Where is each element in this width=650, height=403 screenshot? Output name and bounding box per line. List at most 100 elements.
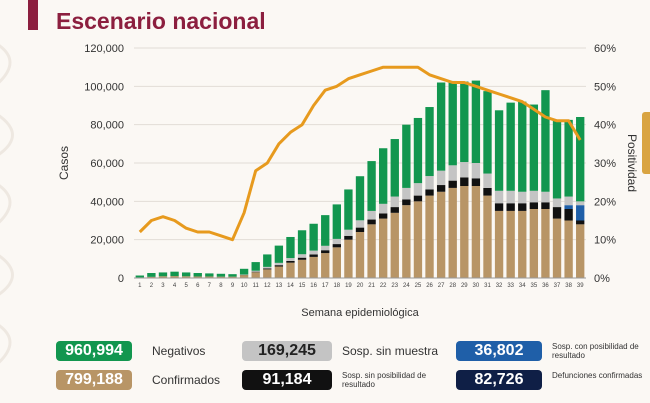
bar-segment-confirmados — [425, 195, 434, 278]
bar-segment-sin_muestra — [518, 191, 527, 204]
edge-accent-bar — [642, 112, 650, 174]
bar-segment-confirmados — [413, 201, 423, 278]
bar-segment-negativos — [216, 273, 226, 277]
legend-label-1: Sosp. sin muestra — [342, 344, 439, 358]
bar-segment-sin_muestra — [286, 258, 295, 261]
bar-segment-confirmados — [460, 186, 469, 278]
bar-segment-sin_muestra — [494, 190, 504, 204]
y2-tick-label: 50% — [594, 81, 616, 93]
bar-segment-confirmados — [251, 272, 260, 278]
x-tick-label: 1 — [138, 283, 142, 289]
x-tick-label: 24 — [403, 283, 410, 289]
bar-segment-negativos — [193, 273, 202, 277]
bar-segment-sin_posibilidad — [460, 177, 469, 186]
bar-segment-negativos — [541, 90, 550, 192]
x-tick-label: 12 — [264, 283, 271, 289]
x-tick-label: 31 — [484, 283, 491, 289]
x-tick-label: 22 — [380, 283, 387, 289]
x-tick-label: 6 — [196, 283, 200, 289]
bar-segment-sin_posibilidad — [251, 271, 260, 273]
bar-segment-sin_muestra — [541, 191, 550, 203]
bar-segment-negativos — [471, 80, 481, 163]
bar-segment-sin_muestra — [390, 196, 399, 208]
bar-segment-confirmados — [309, 256, 318, 278]
x-tick-label: 5 — [184, 283, 188, 289]
bar-segment-sin_posibilidad — [390, 207, 399, 213]
bar-segment-sin_muestra — [460, 162, 469, 178]
legend-label-3: Confirmados — [152, 373, 221, 387]
bar-segment-sin_posibilidad — [425, 189, 434, 196]
bar-segment-sin_muestra — [506, 190, 515, 204]
bar-segment-confirmados — [216, 276, 226, 278]
bar-segment-confirmados — [332, 247, 341, 278]
bar-segment-negativos — [135, 275, 144, 278]
bar-segment-confirmados — [529, 209, 539, 278]
x-tick-label: 25 — [415, 283, 422, 289]
legend-label-4: Sosp. sin posibilidad de resultado — [342, 371, 427, 389]
bar-segment-negativos — [309, 223, 318, 251]
decorative-pattern — [0, 44, 14, 364]
bar-segment-confirmados — [263, 269, 272, 278]
bar-segment-sin_posibilidad — [518, 203, 527, 211]
bar-segment-sin_muestra — [448, 165, 457, 181]
y-tick-label: 40,000 — [90, 196, 124, 208]
bar-segment-confirmados — [552, 218, 562, 278]
bar-segment-negativos — [448, 80, 457, 166]
bar-segment-sin_muestra — [402, 187, 411, 200]
bar-segment-confirmados — [158, 276, 168, 278]
bar-segment-sin_posibilidad — [402, 199, 411, 206]
x-tick-label: 21 — [368, 283, 375, 289]
bar-segment-sin_muestra — [297, 254, 307, 258]
bar-segment-con_posibilidad — [576, 205, 585, 221]
bar-segment-sin_muestra — [274, 262, 284, 266]
bar-segment-negativos — [181, 272, 191, 277]
y2-tick-label: 40% — [594, 120, 616, 132]
bar-segment-confirmados — [344, 239, 353, 278]
x-tick-label: 19 — [345, 283, 352, 289]
bar-segment-sin_muestra — [332, 238, 341, 245]
legend-label-0: Negativos — [152, 344, 206, 358]
bar-segment-sin_posibilidad — [448, 180, 457, 188]
x-tick-label: 30 — [473, 283, 480, 289]
y2-tick-label: 60% — [594, 43, 616, 55]
bar-segment-confirmados — [193, 276, 202, 278]
bar-segment-negativos — [367, 161, 376, 211]
bar-segment-confirmados — [355, 232, 365, 278]
bar-segment-confirmados — [518, 210, 527, 278]
bar-segment-confirmados — [147, 276, 156, 278]
bar-segment-negativos — [344, 189, 353, 230]
bar-segment-sin_muestra — [552, 198, 562, 208]
bar-segment-negativos — [483, 91, 492, 174]
bar-segment-confirmados — [239, 275, 249, 278]
legend-value-2: 36,802 — [456, 341, 542, 361]
bar-segment-sin_muestra — [321, 245, 330, 251]
bar-segment-sin_muestra — [263, 266, 272, 269]
bar-segment-confirmados — [541, 209, 550, 278]
x-tick-label: 16 — [310, 283, 317, 289]
x-tick-label: 4 — [173, 283, 177, 289]
bar-segment-sin_posibilidad — [541, 202, 550, 209]
bar-segment-sin_muestra — [425, 176, 434, 190]
x-tick-label: 8 — [219, 283, 223, 289]
bar-segment-negativos — [205, 273, 214, 277]
bar-segment-sin_posibilidad — [529, 202, 539, 209]
y2-tick-label: 0% — [594, 273, 610, 285]
x-tick-label: 39 — [577, 283, 584, 289]
y-axis-label: Casos — [57, 146, 71, 180]
bar-segment-sin_muestra — [564, 196, 573, 206]
bar-segment-sin_posibilidad — [436, 185, 446, 192]
bar-segment-negativos — [297, 230, 307, 255]
bar-segment-negativos — [576, 117, 585, 202]
bar-segment-sin_posibilidad — [564, 209, 573, 221]
bar-segment-sin_muestra — [576, 201, 585, 206]
bar-segment-negativos — [402, 124, 411, 188]
y2-tick-label: 10% — [594, 235, 616, 247]
bar-segment-confirmados — [367, 224, 376, 278]
x-tick-label: 33 — [507, 283, 514, 289]
bar-segment-negativos — [355, 176, 365, 221]
bar-segment-negativos — [518, 101, 527, 192]
bar-segment-confirmados — [448, 187, 457, 278]
bar-segment-negativos — [332, 204, 341, 239]
x-tick-label: 37 — [554, 283, 561, 289]
title-accent-bar — [28, 0, 38, 30]
